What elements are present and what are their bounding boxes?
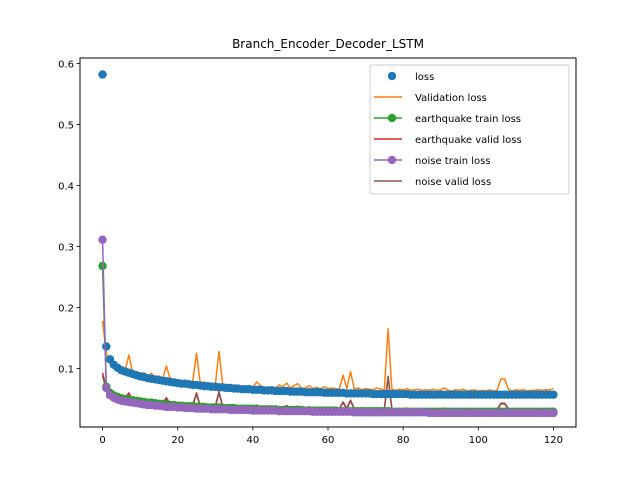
chart-title: Branch_Encoder_Decoder_LSTM — [232, 37, 424, 51]
legend-swatch-marker — [387, 155, 397, 165]
legend: loss Validation loss earthquake train loss… — [369, 64, 570, 195]
axis-layer: 0 20 40 60 80 100 120 0.1 0.2 0.3 0.4 0.5 0.6 — [58, 59, 563, 446]
series-noise-train-loss — [98, 235, 558, 418]
legend-item-earthquake-valid-loss: earthquake valid loss — [374, 135, 522, 146]
y-tick-label: 0.5 — [58, 120, 74, 131]
legend-label: noise train loss — [415, 156, 491, 167]
legend-item-validation-loss: Validation loss — [374, 93, 487, 104]
legend-swatch-marker — [387, 71, 397, 81]
legend-frame — [369, 64, 570, 195]
legend-swatch-marker — [387, 113, 397, 123]
data-point-loss — [102, 342, 111, 351]
data-point-loss — [549, 390, 558, 399]
data-point-noise-train-loss — [549, 408, 558, 418]
data-point-loss — [98, 70, 107, 79]
x-tick-label: 60 — [322, 435, 335, 446]
y-tick-label: 0.2 — [58, 303, 74, 314]
x-tick-label: 100 — [469, 435, 488, 446]
legend-label: Validation loss — [415, 93, 487, 104]
series-loss — [98, 70, 558, 399]
legend-item-earthquake-train-loss: earthquake train loss — [374, 113, 521, 125]
legend-item-noise-train-loss: noise train loss — [374, 155, 491, 167]
series-layer — [98, 70, 558, 418]
data-point-noise-train-loss — [98, 235, 107, 244]
x-tick-label: 120 — [544, 435, 563, 446]
x-tick-label: 0 — [99, 435, 105, 446]
y-tick-label: 0.1 — [58, 364, 74, 375]
x-tick-label: 80 — [397, 435, 410, 446]
x-tick-label: 20 — [171, 435, 184, 446]
y-tick-label: 0.4 — [58, 181, 74, 192]
y-tick-label: 0.3 — [58, 242, 74, 253]
x-tick-label: 40 — [246, 435, 259, 446]
legend-item-noise-valid-loss: noise valid loss — [374, 177, 491, 188]
legend-label: earthquake valid loss — [415, 135, 522, 146]
legend-label: earthquake train loss — [415, 114, 521, 125]
legend-label: noise valid loss — [415, 177, 491, 188]
y-tick-label: 0.6 — [58, 59, 74, 70]
legend-label: loss — [415, 72, 434, 83]
data-point-noise-train-loss — [102, 383, 111, 393]
legend-item-loss: loss — [387, 71, 434, 83]
